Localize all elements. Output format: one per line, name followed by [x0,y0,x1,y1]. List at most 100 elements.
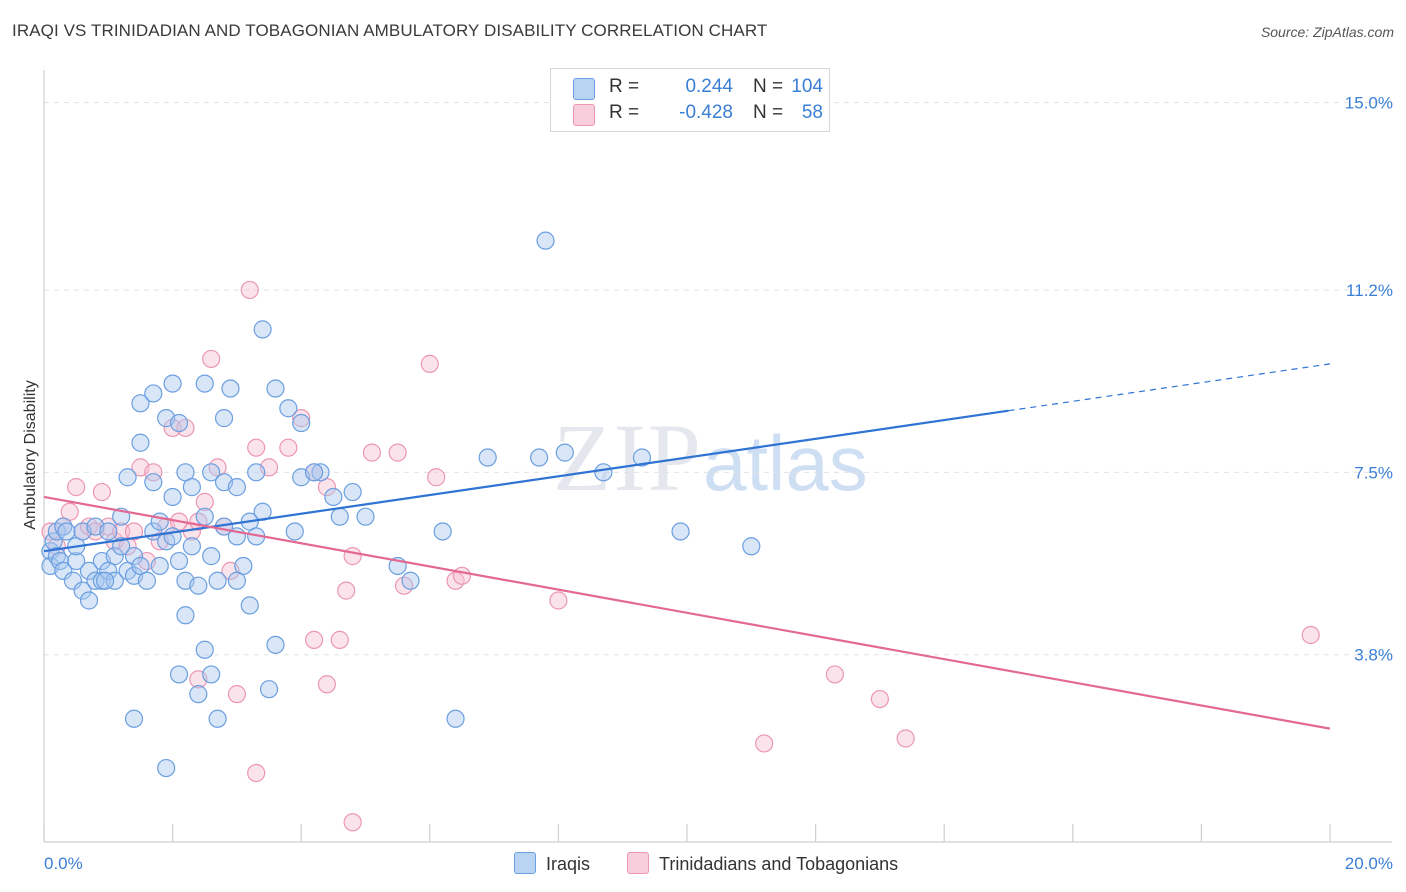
n-label: N = [753,76,784,97]
iraqi-point [144,473,163,492]
trinidadian-point [343,547,362,566]
iraqi-point [67,551,86,571]
r-value: -0.428 [679,102,733,123]
iraqi-point [221,379,240,398]
iraqi-point [742,537,761,556]
iraqi-point [99,522,118,541]
iraqi-point [195,640,214,659]
iraqi-point [202,547,221,566]
iraqi-point [555,443,574,462]
tick-labels: 3.8% 7.5% 11.2% 15.0% 0.0% 20.0% [44,94,1393,873]
trinidadian-point [1301,625,1320,645]
iraqis-swatch [573,78,595,100]
iraqi-point [131,433,150,452]
y-tick-label: 3.8% [1354,646,1393,665]
y-tick-label: 11.2% [1346,281,1393,300]
iraqi-point [182,478,201,497]
trinidadian-point [420,354,439,373]
axes [43,70,1392,843]
iraqi-point [54,561,73,581]
trinidadian-point [247,438,266,457]
iraqi-point [189,576,208,595]
iraqi-points [41,231,761,778]
iraqi-point [86,571,105,590]
iraqi-point [266,379,285,398]
iraqi-point [137,571,156,590]
iraqi-point [253,320,272,339]
iraqi-point [208,571,227,590]
trinidadian-point [755,734,774,753]
iraqi-point [124,547,144,566]
iraqi-point [433,522,452,541]
iraqi-point [163,527,182,546]
trinidadian-point [304,630,324,650]
trinidadian-point [144,463,163,482]
n-value: 104 [791,76,823,97]
iraqi-point [279,399,298,418]
iraqi-point [150,556,169,576]
trinidadian-point [896,729,915,748]
iraqi-point [124,709,144,728]
x-tick-label: 0.0% [44,854,83,873]
trinidadian-point [452,566,472,585]
trinidadian-points [41,280,1320,832]
trinidadian-point [427,468,446,487]
iraqi-point [105,547,124,566]
trinidadian-point [279,438,298,457]
iraqi-point [401,571,420,590]
watermark-zip: ZIP [553,404,703,511]
iraqi-point [163,374,182,393]
trinidadian-point [124,522,144,541]
y-axis-label: Ambulatory Disability [22,380,39,529]
r-label: R = [609,76,640,97]
y-tick-label: 7.5% [1354,463,1393,482]
source-credit: Source: ZipAtlas.com [1260,24,1394,40]
trinidadian-point [247,763,266,783]
iraqi-point [202,463,221,482]
trinidadian-point [825,665,844,684]
iraqi-point [182,537,201,556]
iraqi-point [176,606,195,625]
trinidadian-point [343,813,362,832]
iraqi-point [356,507,375,526]
trinidadian-point [292,409,311,428]
iraqi-point [163,487,182,507]
trinidadian-point [870,689,890,709]
iraqi-point [343,482,362,502]
iraqi-point [169,413,189,433]
iraqi-point [324,487,343,507]
iraqi-point [131,394,150,413]
stats-legend: R = 0.244 N = 104 R = -0.428 N = 58 [550,68,830,132]
trinidadian-trend-line [43,495,1331,730]
iraqi-point [208,709,227,728]
iraqis-legend-label: Iraqis [546,854,591,874]
trinidadian-point [92,482,111,502]
iraqi-point [304,463,324,482]
iraqi-point [63,571,83,590]
r-value: 0.244 [685,76,733,97]
trinidadian-point [240,280,259,300]
iraqi-point [227,571,246,590]
n-value: 58 [801,102,823,123]
trinidadian-point [330,630,349,650]
iraqi-point [112,537,131,556]
iraqi-point [214,409,234,428]
trinidadians-swatch [573,104,595,126]
trinidadian-point [317,675,337,694]
iraqi-point [157,758,176,778]
iraqi-trend-extension [1008,363,1331,412]
iraqi-point [195,507,214,526]
trend-lines [43,363,1331,730]
watermark: ZIPatlas [553,402,868,513]
iraqi-point [247,463,266,482]
iraqi-point [195,374,214,393]
iraqi-point [536,231,555,250]
chart-title: IRAQI VS TRINIDADIAN AND TOBAGONIAN AMBU… [12,21,768,40]
iraqi-point [79,561,99,581]
trinidadian-point [67,478,86,497]
iraqi-point [311,463,330,482]
iraqi-point [169,551,189,571]
trinidadian-point [202,349,221,369]
trinidadian-point [195,492,214,511]
